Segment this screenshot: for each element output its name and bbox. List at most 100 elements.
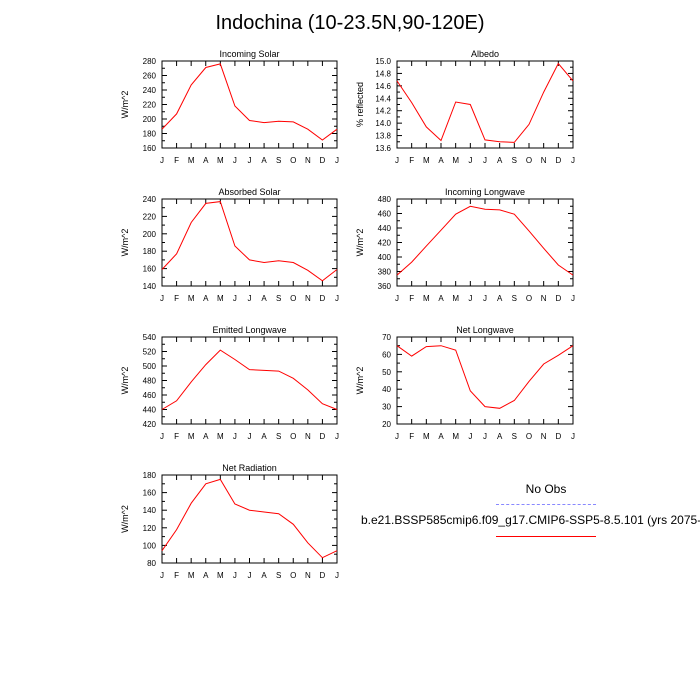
emitted-longwave-y-tick-label: 460: [143, 391, 157, 400]
net-longwave-x-tick-label: J: [395, 432, 399, 441]
incoming-longwave-x-tick-label: S: [512, 294, 517, 303]
absorbed-solar-x-tick-label: D: [320, 294, 326, 303]
net-longwave-x-tick-label: S: [512, 432, 517, 441]
net-longwave-y-tick-label: 50: [382, 368, 391, 377]
net-radiation-plot-frame: [161, 474, 338, 564]
net-longwave-x-tick-label: N: [541, 432, 547, 441]
albedo-x-tick-label: S: [512, 156, 517, 165]
net-longwave-y-axis-label: W/m^2: [355, 367, 365, 395]
incoming-longwave-y-tick-label: 460: [378, 210, 392, 219]
net-longwave-y-tick-label: 40: [382, 385, 391, 394]
albedo-y-tick-label: 14.2: [375, 107, 391, 116]
albedo-y-tick-label: 14.8: [375, 69, 391, 78]
incoming-solar-x-tick-label: N: [305, 156, 311, 165]
emitted-longwave-x-tick-label: A: [203, 432, 209, 441]
legend-obs-label: No Obs: [525, 482, 567, 496]
net-radiation-x-tick-label: J: [233, 571, 237, 580]
emitted-longwave-y-tick-label: 500: [143, 362, 157, 371]
net-radiation-x-tick-label: J: [335, 571, 339, 580]
incoming-solar-y-tick-label: 220: [143, 101, 157, 110]
incoming-solar-y-tick-label: 260: [143, 72, 157, 81]
incoming-solar-title: Incoming Solar: [219, 49, 279, 59]
absorbed-solar-series-line: [161, 201, 338, 282]
net-longwave-title: Net Longwave: [456, 325, 514, 335]
net-radiation-x-tick-label: J: [248, 571, 252, 580]
albedo-y-tick-label: 13.8: [375, 132, 391, 141]
albedo-title: Albedo: [471, 49, 499, 59]
emitted-longwave-x-tick-label: J: [335, 432, 339, 441]
net-longwave-y-tick-label: 30: [382, 403, 391, 412]
net-radiation-x-tick-label: M: [188, 571, 195, 580]
emitted-longwave-x-tick-label: O: [290, 432, 296, 441]
net-longwave-plot-frame: [396, 336, 574, 425]
emitted-longwave-x-tick-label: J: [233, 432, 237, 441]
net-longwave-x-tick-label: J: [571, 432, 575, 441]
net-longwave-x-tick-label: J: [468, 432, 472, 441]
absorbed-solar-x-tick-label: A: [203, 294, 209, 303]
albedo-x-tick-label: A: [438, 156, 444, 165]
absorbed-solar-y-axis-label: W/m^2: [120, 229, 130, 257]
incoming-longwave-x-tick-label: J: [395, 294, 399, 303]
incoming-longwave-x-tick-label: M: [423, 294, 430, 303]
incoming-solar-y-tick-label: 160: [143, 144, 157, 153]
net-radiation-x-tick-label: A: [203, 571, 209, 580]
emitted-longwave-x-tick-label: N: [305, 432, 311, 441]
net-longwave-x-tick-label: M: [452, 432, 459, 441]
albedo-y-tick-label: 14.0: [375, 119, 391, 128]
absorbed-solar-x-tick-label: N: [305, 294, 311, 303]
incoming-longwave-x-tick-label: J: [571, 294, 575, 303]
net-radiation-y-tick-label: 180: [143, 471, 157, 480]
emitted-longwave-x-tick-label: F: [174, 432, 179, 441]
net-radiation-y-tick-label: 100: [143, 541, 157, 550]
albedo-series-line: [396, 62, 574, 143]
incoming-solar-x-tick-label: F: [174, 156, 179, 165]
net-longwave-x-tick-label: O: [526, 432, 532, 441]
net-longwave-x-tick-label: J: [483, 432, 487, 441]
albedo-y-tick-label: 14.4: [375, 94, 391, 103]
incoming-longwave-y-tick-label: 360: [378, 282, 392, 291]
net-longwave-x-tick-label: F: [409, 432, 414, 441]
incoming-longwave-x-tick-label: A: [438, 294, 444, 303]
net-radiation-x-tick-label: F: [174, 571, 179, 580]
net-radiation-y-tick-label: 160: [143, 489, 157, 498]
absorbed-solar-x-tick-label: A: [261, 294, 267, 303]
net-radiation-y-axis-label: W/m^2: [120, 505, 130, 533]
incoming-longwave-y-axis-label: W/m^2: [355, 229, 365, 257]
emitted-longwave-x-tick-label: J: [248, 432, 252, 441]
net-longwave-x-tick-label: D: [555, 432, 561, 441]
incoming-solar-y-tick-label: 280: [143, 57, 157, 66]
albedo-y-tick-label: 15.0: [375, 57, 391, 66]
albedo-x-tick-label: J: [468, 156, 472, 165]
absorbed-solar-x-tick-label: F: [174, 294, 179, 303]
albedo-x-tick-label: M: [423, 156, 430, 165]
incoming-longwave-x-tick-label: J: [483, 294, 487, 303]
absorbed-solar-title: Absorbed Solar: [218, 187, 280, 197]
albedo-x-tick-label: J: [571, 156, 575, 165]
emitted-longwave-x-tick-label: M: [217, 432, 224, 441]
net-radiation-x-tick-label: A: [261, 571, 267, 580]
incoming-solar-x-tick-label: M: [188, 156, 195, 165]
absorbed-solar-x-tick-label: J: [248, 294, 252, 303]
net-radiation-y-tick-label: 120: [143, 524, 157, 533]
incoming-longwave-y-tick-label: 400: [378, 253, 392, 262]
incoming-solar-x-tick-label: J: [335, 156, 339, 165]
albedo-y-axis-label: % reflected: [355, 82, 365, 127]
net-radiation-series-line: [161, 478, 338, 559]
albedo-x-tick-label: M: [452, 156, 459, 165]
emitted-longwave-y-tick-label: 520: [143, 348, 157, 357]
albedo-x-tick-label: A: [497, 156, 503, 165]
absorbed-solar-x-tick-label: J: [233, 294, 237, 303]
incoming-solar-x-tick-label: O: [290, 156, 296, 165]
emitted-longwave-y-tick-label: 480: [143, 377, 157, 386]
incoming-solar-x-tick-label: S: [276, 156, 281, 165]
incoming-longwave-series-line: [396, 205, 574, 276]
incoming-solar-y-tick-label: 200: [143, 115, 157, 124]
albedo-x-tick-label: F: [409, 156, 414, 165]
absorbed-solar-y-tick-label: 160: [143, 265, 157, 274]
